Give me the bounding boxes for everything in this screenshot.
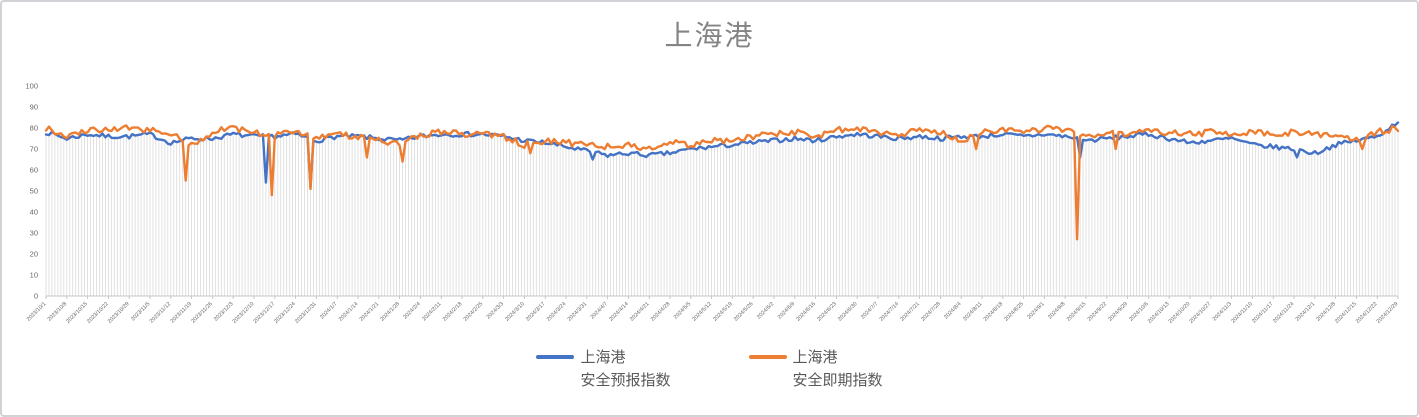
- x-axis-tick-label: 2024/2/11: [421, 301, 442, 322]
- x-axis-tick-label: 2023/11/5: [130, 301, 151, 322]
- y-axis-tick-label: 0: [34, 292, 38, 301]
- chart-plot: 0 10 20 30 40 50 60 70 80 90 100 2023/10/1 2023/10/8…: [25, 82, 1400, 325]
- legend-item-spot[interactable]: 上海港 安全即期指数: [748, 346, 883, 392]
- x-axis-tick-label: 2024/3/3: [486, 301, 505, 320]
- x-axis-tick-label: 2023/10/1: [26, 301, 48, 323]
- x-axis-tick-label: 2024/7/14: [879, 301, 901, 323]
- y-axis-tick-label: 70: [30, 145, 38, 154]
- x-axis-tick-label: 2024/9/29: [1107, 301, 1129, 323]
- x-axis-tick-label: 2023/10/8: [47, 301, 69, 323]
- drop-lines: [45, 126, 1399, 296]
- x-axis-tick-label: 2024/3/17: [525, 301, 547, 323]
- y-axis-tick-label: 30: [30, 229, 38, 238]
- x-axis-tick-label: 2024/9/15: [1066, 301, 1088, 323]
- x-axis-tick-label: 2023/11/26: [190, 301, 213, 324]
- x-axis-tick-label: 2024/2/18: [442, 301, 464, 323]
- x-axis-tick-label: 2023/11/12: [149, 301, 172, 324]
- legend-line1: 上海港: [792, 349, 838, 366]
- x-axis-tick-label: 2024/4/14: [608, 301, 630, 323]
- x-axis-tick-label: 2024/5/12: [691, 301, 713, 323]
- legend-line2: 安全预报指数: [580, 372, 671, 389]
- x-axis-tick-label: 2024/1/28: [379, 301, 401, 323]
- x-axis-tick-label: 2024/6/16: [795, 301, 817, 323]
- x-axis-tick-label: 2024/11/3: [1212, 301, 1233, 322]
- x-axis-tick-label: 2023/10/29: [107, 301, 131, 325]
- x-axis-tick-label: 2024/11/10: [1230, 301, 1253, 324]
- spot-series-swatch: [748, 355, 787, 359]
- legend: 上海港 安全预报指数 上海港 安全即期指数: [2, 346, 1417, 392]
- x-axis-tick-label: 2024/4/28: [650, 301, 672, 323]
- x-axis-tick-label: 2024/12/1: [1295, 301, 1317, 323]
- x-axis-tick-label: 2024/9/8: [1047, 301, 1066, 320]
- x-axis-tick-label: 2024/6/9: [777, 301, 796, 320]
- x-axis-tick-label: 2024/11/17: [1251, 301, 1274, 324]
- x-axis-tick-label: 2024/8/4: [943, 301, 962, 320]
- series-forecast-line[interactable]: [44, 121, 1400, 188]
- x-axis-tick-label: 2024/5/26: [733, 301, 755, 323]
- x-axis-tick-label: 2024/12/8: [1315, 301, 1337, 323]
- forecast-series-label: 上海港 安全预报指数: [580, 346, 670, 392]
- y-axis-tick-label: 60: [30, 166, 38, 175]
- x-axis-tick-label: 2024/1/21: [359, 301, 381, 323]
- x-axis: [45, 295, 1399, 299]
- x-axis-tick-label: 2024/7/7: [860, 301, 879, 320]
- y-axis-tick-label: 40: [30, 208, 38, 217]
- x-axis-tick-label: 2023/12/31: [294, 301, 318, 325]
- x-axis-tick-label: 2024/7/28: [920, 301, 942, 323]
- y-axis-tick-label: 90: [30, 103, 38, 112]
- legend-line1: 上海港: [580, 349, 626, 366]
- x-axis-tick-label: 2024/2/25: [463, 301, 485, 323]
- x-axis-tick-label: 2024/8/18: [983, 301, 1005, 323]
- x-axis-tick-label: 2024/5/19: [712, 301, 734, 323]
- x-axis-tick-label: 2024/9/22: [1087, 301, 1109, 323]
- spot-series-label: 上海港 安全即期指数: [793, 346, 883, 392]
- x-axis-tick-label: 2024/8/11: [962, 301, 983, 322]
- x-axis-tick-label: 2024/4/21: [629, 301, 651, 323]
- x-axis-tick-label: 2024/1/14: [338, 301, 360, 323]
- y-axis-tick-label: 80: [30, 124, 38, 133]
- x-axis-tick-label: 2024/6/23: [816, 301, 838, 323]
- y-axis-tick-label: 10: [30, 271, 38, 280]
- x-axis-tick-label: 2024/10/27: [1189, 301, 1213, 325]
- x-axis-tick-label: 2024/2/4: [402, 301, 421, 320]
- y-axis-tick-label: 20: [30, 250, 38, 259]
- x-axis-tick-label: 2024/10/6: [1128, 301, 1150, 323]
- series-spot-line[interactable]: [44, 124, 1400, 241]
- x-axis-tick-label: 2024/6/2: [756, 301, 775, 320]
- x-axis-tick-label: 2024/8/25: [1003, 301, 1025, 323]
- legend-item-forecast[interactable]: 上海港 安全预报指数: [536, 346, 671, 392]
- x-axis-tick-label: 2024/6/30: [837, 301, 859, 323]
- x-axis-tick-label: 2023/12/3: [213, 301, 235, 323]
- forecast-series-swatch: [536, 355, 575, 359]
- chart-title: 上海港: [664, 20, 755, 51]
- y-axis-tick-label: 50: [30, 187, 38, 196]
- x-axis-tick-label: 2024/11/24: [1272, 301, 1295, 324]
- legend-line2: 安全即期指数: [792, 372, 883, 389]
- x-axis-tick-label: 2024/12/29: [1376, 301, 1400, 325]
- x-axis-tick-label: 2024/1/7: [319, 301, 338, 320]
- x-axis-tick-label: 2024/7/21: [899, 301, 921, 323]
- x-axis-tick-label: 2024/3/10: [504, 301, 526, 323]
- x-axis-tick-label: 2024/3/24: [546, 301, 568, 323]
- x-axis-tick-label: 2024/5/5: [673, 301, 692, 320]
- x-axis-tick-label: 2024/3/31: [567, 301, 589, 323]
- y-axis-tick-label: 100: [25, 82, 38, 91]
- x-axis-tick-label: 2024/4/7: [590, 301, 609, 320]
- x-axis-tick-label: 2024/9/1: [1026, 301, 1045, 320]
- x-axis-tick-label: 2023/11/19: [170, 301, 193, 324]
